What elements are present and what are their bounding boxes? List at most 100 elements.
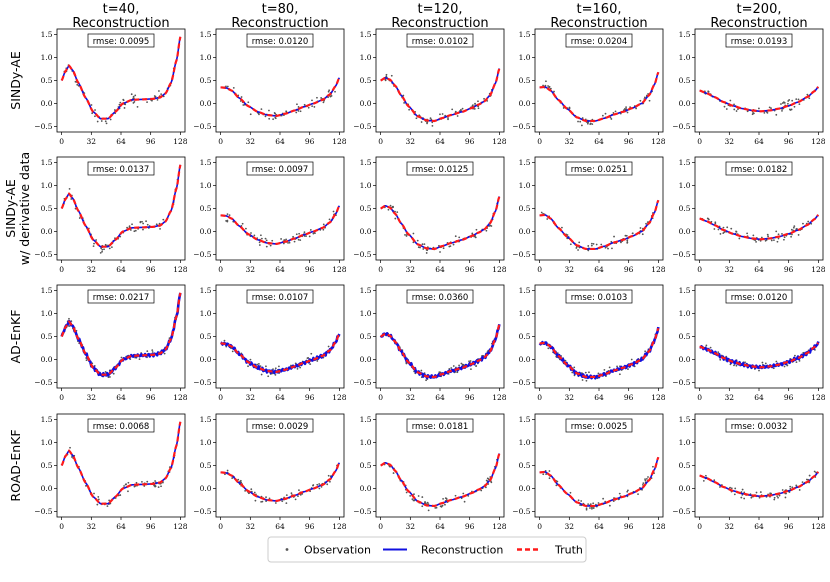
- observation-point: [780, 103, 782, 105]
- observation-point: [145, 220, 147, 223]
- observation-point: [644, 478, 646, 481]
- y-tick-label: 0.0: [200, 355, 212, 364]
- observation-point: [298, 489, 300, 492]
- x-tick-label: 96: [146, 265, 156, 274]
- observation-point: [154, 95, 157, 98]
- x-tick-label: 32: [87, 393, 97, 402]
- column-title-line1: t=80,: [262, 2, 299, 17]
- observation-point: [630, 358, 633, 361]
- observation-point: [726, 226, 729, 229]
- y-tick-label: 1.0: [519, 309, 531, 318]
- observation-point: [801, 481, 804, 483]
- observation-point: [296, 103, 298, 106]
- observation-point: [751, 113, 754, 116]
- rmse-box: [246, 418, 314, 433]
- observation-point: [153, 484, 156, 487]
- observation-point: [477, 100, 479, 103]
- observation-point: [643, 96, 646, 99]
- observation-point: [592, 502, 595, 505]
- observation-point: [94, 109, 96, 111]
- observation-point: [581, 117, 584, 119]
- y-tick-label: 1.5: [679, 415, 691, 424]
- truth-line: [60, 164, 182, 248]
- observation-point: [161, 481, 164, 484]
- observation-point: [287, 242, 289, 244]
- x-tick-label: 0: [59, 522, 64, 531]
- x-tick-label: 64: [594, 393, 604, 402]
- y-tick-label: 0.0: [41, 99, 53, 108]
- y-tick-label: 1.5: [41, 158, 53, 167]
- observation-point: [109, 118, 112, 121]
- observation-point: [477, 107, 480, 110]
- observation-point: [791, 99, 794, 102]
- observation-point: [392, 472, 395, 474]
- observation-point: [786, 364, 789, 367]
- x-tick-label: 128: [173, 137, 188, 146]
- x-tick-label: 32: [246, 522, 256, 531]
- observation-point: [226, 85, 229, 88]
- observation-point: [573, 366, 576, 369]
- rmse-label: rmse: 0.0360: [412, 293, 469, 303]
- y-tick-label: −0.5: [512, 250, 530, 259]
- y-tick-label: 0.0: [360, 99, 372, 108]
- x-tick-label: 128: [492, 393, 507, 402]
- observation-point: [426, 501, 429, 504]
- observation-point: [420, 121, 423, 123]
- observation-point: [96, 503, 99, 506]
- observation-point: [241, 222, 244, 225]
- y-tick-label: −0.5: [672, 507, 690, 516]
- x-tick-label: 64: [275, 137, 285, 146]
- observation-point: [421, 496, 424, 498]
- truth-line: [380, 453, 501, 508]
- observation-point: [434, 507, 437, 509]
- observation-point: [253, 234, 256, 237]
- x-tick-label: 96: [784, 137, 794, 146]
- observation-point: [808, 97, 811, 100]
- observation-point: [449, 245, 452, 248]
- observation-point: [733, 108, 736, 111]
- observation-point: [612, 112, 615, 114]
- observation-point: [146, 223, 149, 226]
- observation-point: [775, 113, 778, 116]
- observation-point: [788, 491, 791, 493]
- rmse-label: rmse: 0.0217: [93, 293, 150, 303]
- truth-line: [220, 333, 341, 374]
- y-tick-label: 1.5: [360, 30, 372, 39]
- observation-point: [798, 359, 801, 362]
- observation-point: [546, 218, 549, 220]
- y-tick-label: −0.5: [353, 122, 371, 131]
- x-tick-label: 0: [697, 137, 702, 146]
- observation-point: [141, 480, 143, 483]
- observation-point: [795, 98, 798, 101]
- observation-point: [132, 95, 135, 98]
- y-tick-label: 1.5: [679, 30, 691, 39]
- observation-point: [440, 505, 443, 508]
- observation-point: [545, 473, 547, 476]
- observation-point: [707, 218, 710, 221]
- panel: 0 32 64 96 128 −0.5 0.0 0.5 1.0 1.5 rmse: 0.0029: [193, 413, 347, 531]
- observation-point: [260, 108, 263, 110]
- x-tick-label: 64: [435, 393, 445, 402]
- y-tick-label: 1.0: [200, 309, 212, 318]
- observation-point: [247, 365, 249, 368]
- observation-point: [610, 240, 613, 243]
- observation-point: [729, 99, 732, 102]
- observation-point: [607, 247, 609, 250]
- observation-point: [272, 368, 274, 371]
- observation-point: [603, 369, 606, 371]
- observation-point: [758, 107, 760, 110]
- observation-point: [426, 121, 429, 124]
- observation-point: [591, 123, 594, 126]
- observation-point: [773, 239, 775, 241]
- y-tick-label: −0.5: [193, 507, 211, 516]
- observation-point: [783, 365, 786, 368]
- rmse-box: [406, 33, 474, 48]
- observation-point: [760, 236, 763, 239]
- observation-point: [123, 107, 126, 109]
- observation-point: [127, 490, 129, 493]
- x-tick-label: 0: [59, 393, 64, 402]
- x-tick-label: 64: [594, 522, 604, 531]
- observation-point: [163, 352, 166, 355]
- observation-point: [744, 361, 746, 364]
- observation-point: [420, 369, 423, 372]
